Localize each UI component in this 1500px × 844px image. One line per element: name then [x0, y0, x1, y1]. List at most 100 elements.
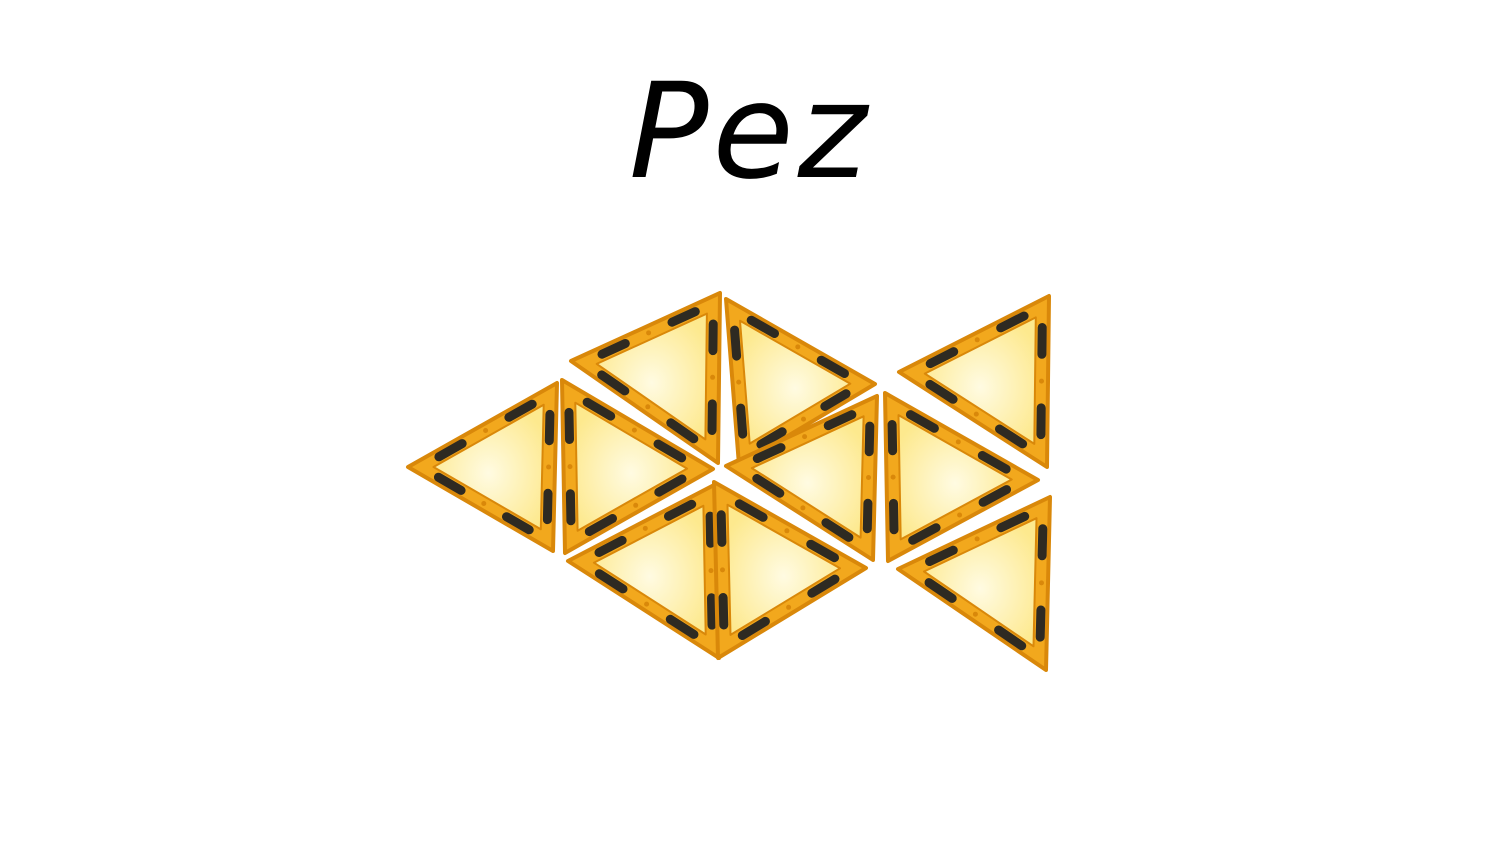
- magnet-strip: [666, 418, 699, 444]
- rivet-dot: [567, 464, 573, 470]
- tile-panel: [574, 401, 689, 532]
- tile-panel: [726, 503, 841, 636]
- magnet-strip: [1035, 605, 1046, 642]
- magnet-strip: [908, 523, 941, 545]
- magnet-strip: [994, 625, 1027, 651]
- magnet-strip: [582, 397, 616, 421]
- rivet-dot: [974, 337, 980, 343]
- magnet-strip: [887, 420, 898, 456]
- magnet-strip: [667, 307, 700, 327]
- rivet-dot: [720, 567, 725, 573]
- magnet-strip: [654, 474, 687, 497]
- magnet-strip: [734, 499, 768, 522]
- magnet-strip: [807, 574, 840, 598]
- magnet-strip: [905, 410, 939, 433]
- magnet-strip: [730, 325, 742, 361]
- rivet-dot: [1039, 378, 1044, 384]
- rivet-dot: [955, 439, 961, 445]
- magnet-strip: [707, 593, 717, 630]
- magnet-strip: [597, 339, 630, 359]
- rivet-dot: [866, 475, 871, 480]
- triangle-tile: [406, 381, 559, 553]
- triangle-tile: [560, 378, 715, 555]
- rivet-dot: [801, 416, 806, 422]
- magnet-strip: [820, 389, 851, 411]
- triangle-tile: [883, 391, 1040, 563]
- magnet-strip: [544, 409, 555, 446]
- magnet-strip: [434, 439, 467, 462]
- magnet-strip: [816, 355, 849, 378]
- rivet-dot: [710, 374, 716, 380]
- magnet-strip: [433, 472, 466, 495]
- magnet-strip: [502, 512, 534, 535]
- slide-title: Pez: [628, 55, 872, 209]
- magnet-strip: [925, 347, 959, 369]
- rivet-dot: [644, 601, 650, 607]
- magnet-strip: [542, 488, 553, 525]
- tile-panel: [923, 316, 1037, 445]
- rivet-dot: [800, 505, 806, 511]
- rivet-dot: [645, 404, 651, 410]
- magnet-strip: [653, 439, 687, 463]
- magnet-strip: [821, 518, 854, 542]
- triangle-tile: [724, 297, 877, 467]
- rivet-dot: [1039, 580, 1044, 586]
- triangle-tile: [569, 291, 722, 465]
- magnet-strip: [752, 443, 786, 463]
- rivet-dot: [784, 528, 790, 534]
- tile-panel: [750, 415, 865, 539]
- magnet-strip: [665, 614, 699, 639]
- magnet-strip: [705, 511, 716, 548]
- magnet-strip: [806, 539, 839, 563]
- rivet-dot: [736, 379, 742, 385]
- rivet-dot: [974, 536, 980, 542]
- magnet-strip: [996, 311, 1029, 333]
- triangle-tile: [897, 294, 1051, 469]
- magnet-strip: [736, 403, 748, 439]
- rivet-dot: [642, 525, 648, 531]
- tile-panel: [739, 319, 852, 445]
- tile-panel: [897, 414, 1013, 541]
- magnet-strip: [924, 578, 957, 603]
- magnet-strip: [823, 410, 857, 431]
- magnet-strip: [664, 499, 697, 521]
- rivet-dot: [646, 330, 652, 336]
- rivet-dot: [483, 428, 489, 433]
- magnet-strip: [716, 510, 727, 547]
- rivet-dot: [546, 464, 552, 470]
- rivet-dot: [631, 427, 637, 433]
- rivet-dot: [802, 434, 808, 440]
- triangle-tile: [712, 480, 868, 660]
- magnet-strip: [889, 498, 899, 535]
- rivet-dot: [633, 502, 639, 508]
- tile-panel: [592, 504, 707, 636]
- magnet-strip: [564, 407, 574, 444]
- magnet-strip: [584, 514, 617, 537]
- rivet-dot: [795, 344, 801, 350]
- magnet-strip: [597, 370, 630, 396]
- magnet-strip: [996, 511, 1030, 533]
- rivet-dot: [957, 512, 963, 518]
- magnet-strip: [565, 489, 576, 526]
- magnet-strip: [977, 451, 1011, 474]
- magnet-strip: [752, 474, 785, 498]
- magnet-strip: [925, 379, 958, 404]
- magnet-strip: [925, 545, 958, 566]
- rivet-dot: [890, 474, 896, 480]
- magnet-strip: [995, 424, 1028, 449]
- rivet-dot: [786, 604, 792, 610]
- magnet-strip: [718, 593, 729, 630]
- magnet-strip: [862, 498, 873, 534]
- triangle-tile: [896, 495, 1052, 672]
- tile-panel: [595, 312, 708, 441]
- magnet-strip: [756, 427, 787, 449]
- rivet-dot: [973, 411, 979, 417]
- magnet-strip: [864, 421, 875, 457]
- magnet-strip: [1037, 524, 1048, 561]
- magnet-strip: [737, 616, 770, 640]
- magnet-strip: [594, 535, 627, 557]
- magnet-strip: [746, 315, 779, 338]
- tile-panel: [432, 403, 545, 531]
